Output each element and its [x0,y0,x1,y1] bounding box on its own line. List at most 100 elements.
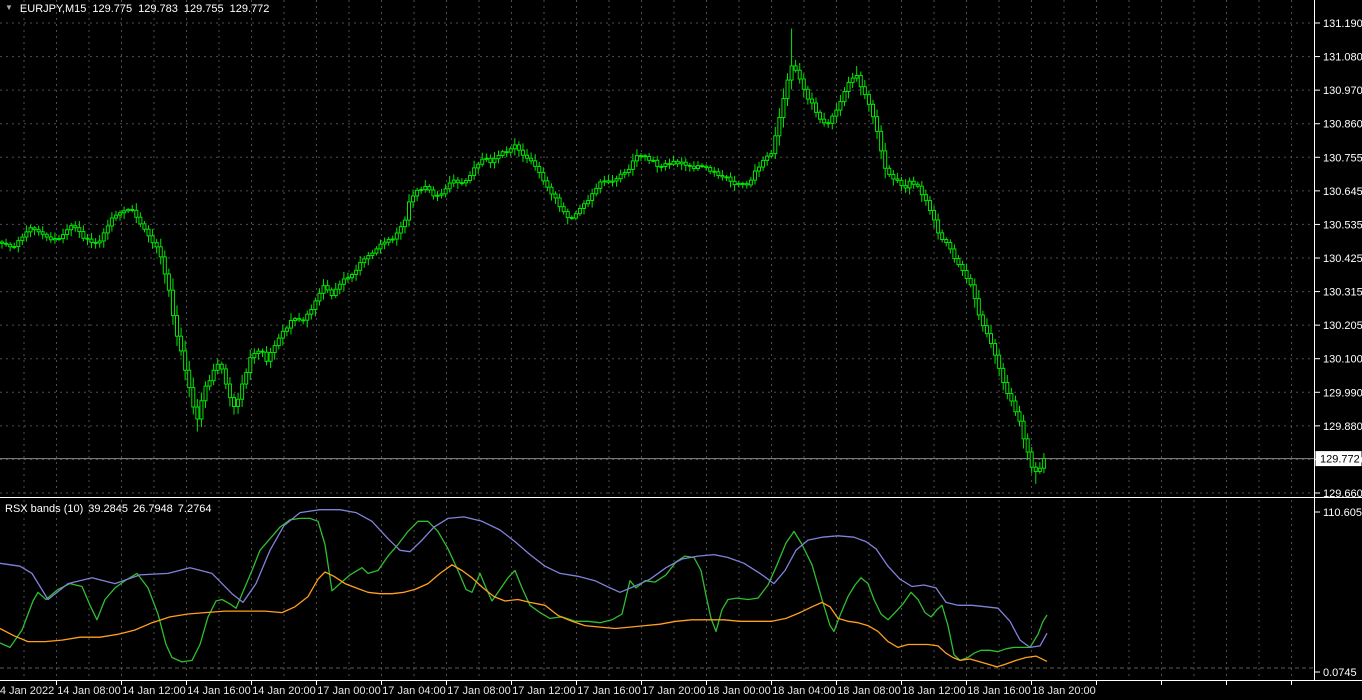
time-label: 17 Jan 08:00 [447,685,511,697]
candle-body [968,277,973,286]
candle-body [838,101,843,111]
candle-body [24,231,29,238]
candle-body [740,182,745,185]
candle-body [809,98,814,104]
candle-body [606,180,611,183]
candle-body [545,180,550,188]
candle-body [199,400,204,420]
candle-body [415,189,420,197]
time-label: 17 Jan 16:00 [577,685,641,697]
indicator-scale-min-label: 0.0745 [1323,667,1357,679]
candle-body [301,319,306,322]
candle-body [195,406,200,420]
candle-body [504,151,509,154]
candle-body [1009,392,1014,402]
candle-body [40,231,45,235]
candle-body [52,237,57,241]
bid-price-box-label: 129.772 [1320,454,1360,466]
candle-body [179,335,184,352]
candle-body [1033,466,1038,472]
candle-body [936,219,941,234]
candle-body [630,160,635,170]
candle-body [907,180,912,189]
candle-body [976,298,981,316]
candle-body [183,350,188,371]
candle-body [797,69,802,80]
candle-body [463,179,468,184]
candle-body [724,176,729,179]
candle-body [834,109,839,117]
ohlc-close: 129.772 [229,3,270,15]
candle-body [333,288,338,297]
time-label: 17 Jan 04:00 [382,685,446,697]
candle-body [757,166,762,172]
time-scale[interactable] [0,681,1362,700]
candle-body [752,170,757,181]
candle-body [537,165,542,173]
candle-body [345,277,350,280]
candle-body [244,372,249,385]
time-label: 17 Jan 00:00 [317,685,381,697]
candle-body [830,115,835,124]
candle-body [582,203,587,209]
time-label: 18 Jan 08:00 [837,685,901,697]
candle-body [960,264,965,272]
candle-body [48,236,53,241]
candle-body [911,180,916,185]
time-label: 18 Jan 16:00 [967,685,1031,697]
candle-body [891,174,896,180]
candle-body [374,248,379,254]
candle-body [866,94,871,105]
candle-body [879,130,884,152]
price-tick-label: 130.860 [1323,119,1362,131]
candle-body [158,246,163,258]
candle-body [569,217,574,220]
time-label: 14 Jan 08:00 [57,685,121,697]
candle-body [643,155,648,158]
candle-body [1041,458,1046,469]
candle-body [940,232,945,240]
candle-body [1025,438,1030,453]
price-tick-label: 130.970 [1323,85,1362,97]
candle-body [126,209,131,212]
candle-body [480,158,485,165]
candle-body [932,210,937,221]
candle-body [915,183,920,187]
candle-body [500,151,505,156]
candle-body [162,256,167,275]
candle-body [927,200,932,212]
candle-body [712,170,717,173]
chart-collapse-icon[interactable]: ▼ [5,3,13,12]
candle-body [191,387,196,408]
ohlc-low: 129.755 [183,3,224,15]
candle-body [65,229,70,236]
ohlc-open: 129.775 [92,3,133,15]
candle-body [744,183,749,186]
candle-body [386,238,391,243]
candle-body [138,216,143,225]
candle-body [903,185,908,189]
candle-body [427,186,432,191]
time-label: 14 Jan 12:00 [122,685,186,697]
main-chart-pane[interactable] [0,0,1314,497]
candle-body [858,74,863,88]
candle-body [134,209,139,218]
candle-body [781,98,786,118]
price-scale[interactable] [1315,0,1362,680]
candle-body [529,157,534,162]
indicator-pane[interactable] [0,499,1314,680]
candle-body [341,278,346,285]
candle-body [1013,400,1018,413]
candle-body [862,86,867,96]
candle-body [814,102,818,113]
candle-body [842,90,847,103]
candle-body [472,167,477,177]
rsx-line-rsx [0,517,1048,663]
indicator-name-label: RSX bands (10) [5,503,84,515]
candle-body [590,193,595,202]
candle-body [993,343,998,356]
candle-body [1037,467,1042,472]
candle-body [81,231,86,239]
candle-body [61,234,66,240]
